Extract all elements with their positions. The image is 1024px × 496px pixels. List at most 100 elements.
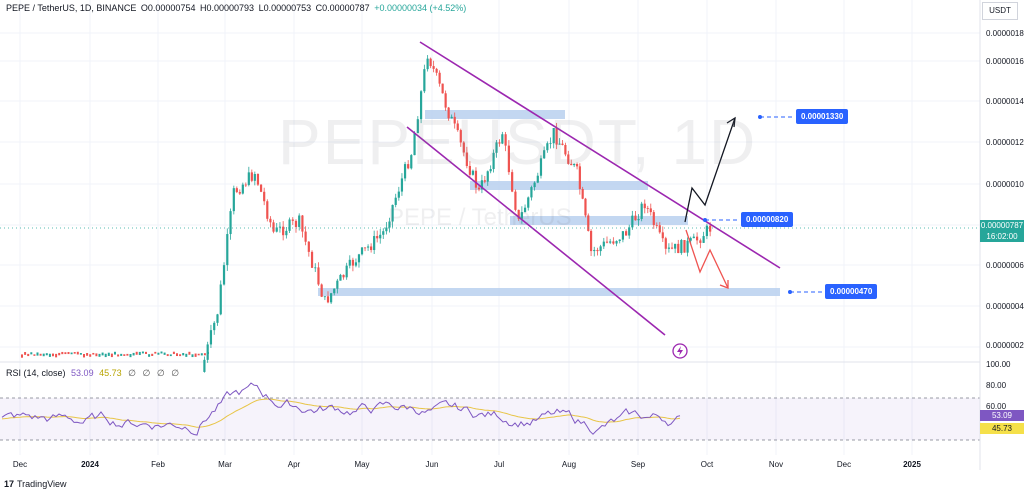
candle-body: [504, 134, 507, 146]
time-axis-tick: Mar: [218, 460, 232, 469]
candle-body: [278, 226, 282, 228]
candle-body: [33, 354, 36, 356]
candle-body: [403, 164, 407, 179]
candle-body: [182, 353, 185, 356]
candle-body: [89, 354, 92, 357]
candle-body: [649, 208, 652, 213]
candle-body: [232, 188, 235, 212]
bearish-arrow-head: [719, 280, 729, 289]
candle-body: [107, 352, 110, 356]
candle-body: [605, 241, 609, 243]
candle-body: [555, 128, 558, 145]
candle-body: [259, 184, 263, 192]
candle-body: [110, 353, 113, 358]
candle-body: [495, 142, 498, 153]
rsi-ma-line: [1, 398, 681, 428]
time-axis-tick: Nov: [768, 460, 784, 469]
candle-body: [465, 152, 468, 167]
candle-body: [416, 119, 419, 134]
time-axis-tick: 2025: [903, 460, 921, 469]
candle-body: [226, 234, 229, 266]
level-label-820: 0.00000820: [741, 212, 794, 227]
candle-body: [432, 66, 435, 69]
ohlc-close: C0.00000787: [315, 3, 370, 13]
candle-body: [612, 241, 615, 244]
candle-body: [543, 150, 546, 159]
candle-body: [520, 212, 523, 219]
candle-body: [145, 351, 147, 354]
candle-body: [695, 236, 699, 241]
candle-body: [514, 191, 517, 210]
candle-body: [194, 353, 197, 357]
candle-body: [244, 184, 247, 186]
candle-body: [104, 353, 107, 358]
candle-body: [686, 240, 689, 253]
candle-body: [48, 353, 51, 357]
candle-body: [438, 72, 441, 84]
candle-body: [45, 353, 48, 356]
rsi-axis-tick: 80.00: [986, 381, 1007, 390]
level-label-1330: 0.00001330: [796, 109, 849, 124]
rsi-label[interactable]: RSI (14, close): [6, 368, 66, 378]
zone-0.00000470: [318, 288, 780, 296]
candle-body: [179, 354, 182, 357]
candle-body: [129, 354, 132, 358]
candle-body: [285, 230, 288, 236]
candle-body: [253, 174, 256, 181]
candle-body: [379, 234, 382, 239]
rsi-extra: ∅: [171, 368, 180, 378]
candle-body: [314, 267, 317, 269]
candle-body: [52, 353, 54, 357]
candle-body: [407, 164, 410, 169]
candle-body: [453, 116, 456, 124]
candle-body: [86, 353, 89, 356]
tradingview-logo[interactable]: 17 TradingView: [4, 479, 67, 489]
candle-body: [160, 351, 163, 354]
candle-body: [275, 227, 278, 232]
candle-body: [536, 175, 539, 183]
candle-body: [391, 204, 394, 222]
symbol-watermark-sub: PEPE / TetherUS: [388, 204, 572, 231]
ohlc-high: H0.00000793: [199, 3, 255, 13]
candle-body: [593, 249, 596, 252]
candle-body: [291, 219, 294, 221]
candle-body: [674, 243, 677, 249]
candle-body: [615, 241, 618, 244]
candle-body: [587, 215, 590, 231]
candle-body: [222, 265, 226, 285]
candle-body: [330, 293, 333, 303]
zone-0.00001000: [470, 181, 648, 190]
currency-button[interactable]: USDT: [982, 2, 1018, 20]
candle-body: [477, 187, 481, 190]
rsi-band: [0, 398, 980, 440]
candle-body: [339, 274, 342, 281]
rsi-axis-tick: 60.00: [986, 402, 1007, 411]
symbol-title[interactable]: PEPE / TetherUS, 1D, BINANCE: [6, 3, 137, 13]
candle-body: [64, 352, 67, 355]
candle-body: [203, 353, 206, 356]
candle-body: [677, 243, 680, 254]
rsi-axis-tick: 100.00: [986, 360, 1011, 369]
candle-body: [342, 274, 345, 278]
candle-body: [462, 142, 465, 153]
candle-body: [413, 133, 416, 156]
candle-body: [288, 219, 291, 231]
candle-body: [207, 351, 209, 355]
rsi-header: RSI (14, close) 53.09 45.73 ∅ ∅ ∅ ∅: [6, 368, 179, 379]
candle-body: [266, 201, 269, 219]
ohlc-change: +0.00000034 (+4.52%): [374, 3, 467, 13]
rsi-extra: ∅: [142, 368, 151, 378]
candle-body: [216, 314, 219, 323]
ohlc-open: O0.00000754: [140, 3, 196, 13]
candle-body: [163, 352, 166, 355]
candle-body: [426, 58, 429, 70]
candle-body: [79, 353, 82, 355]
rsi-ma-value: 45.73: [99, 368, 122, 378]
candle-body: [92, 352, 95, 355]
candle-body: [123, 354, 126, 356]
candle-body: [444, 93, 447, 108]
candle-body: [602, 241, 605, 247]
candle-body: [474, 170, 478, 188]
candle-body: [435, 68, 438, 73]
